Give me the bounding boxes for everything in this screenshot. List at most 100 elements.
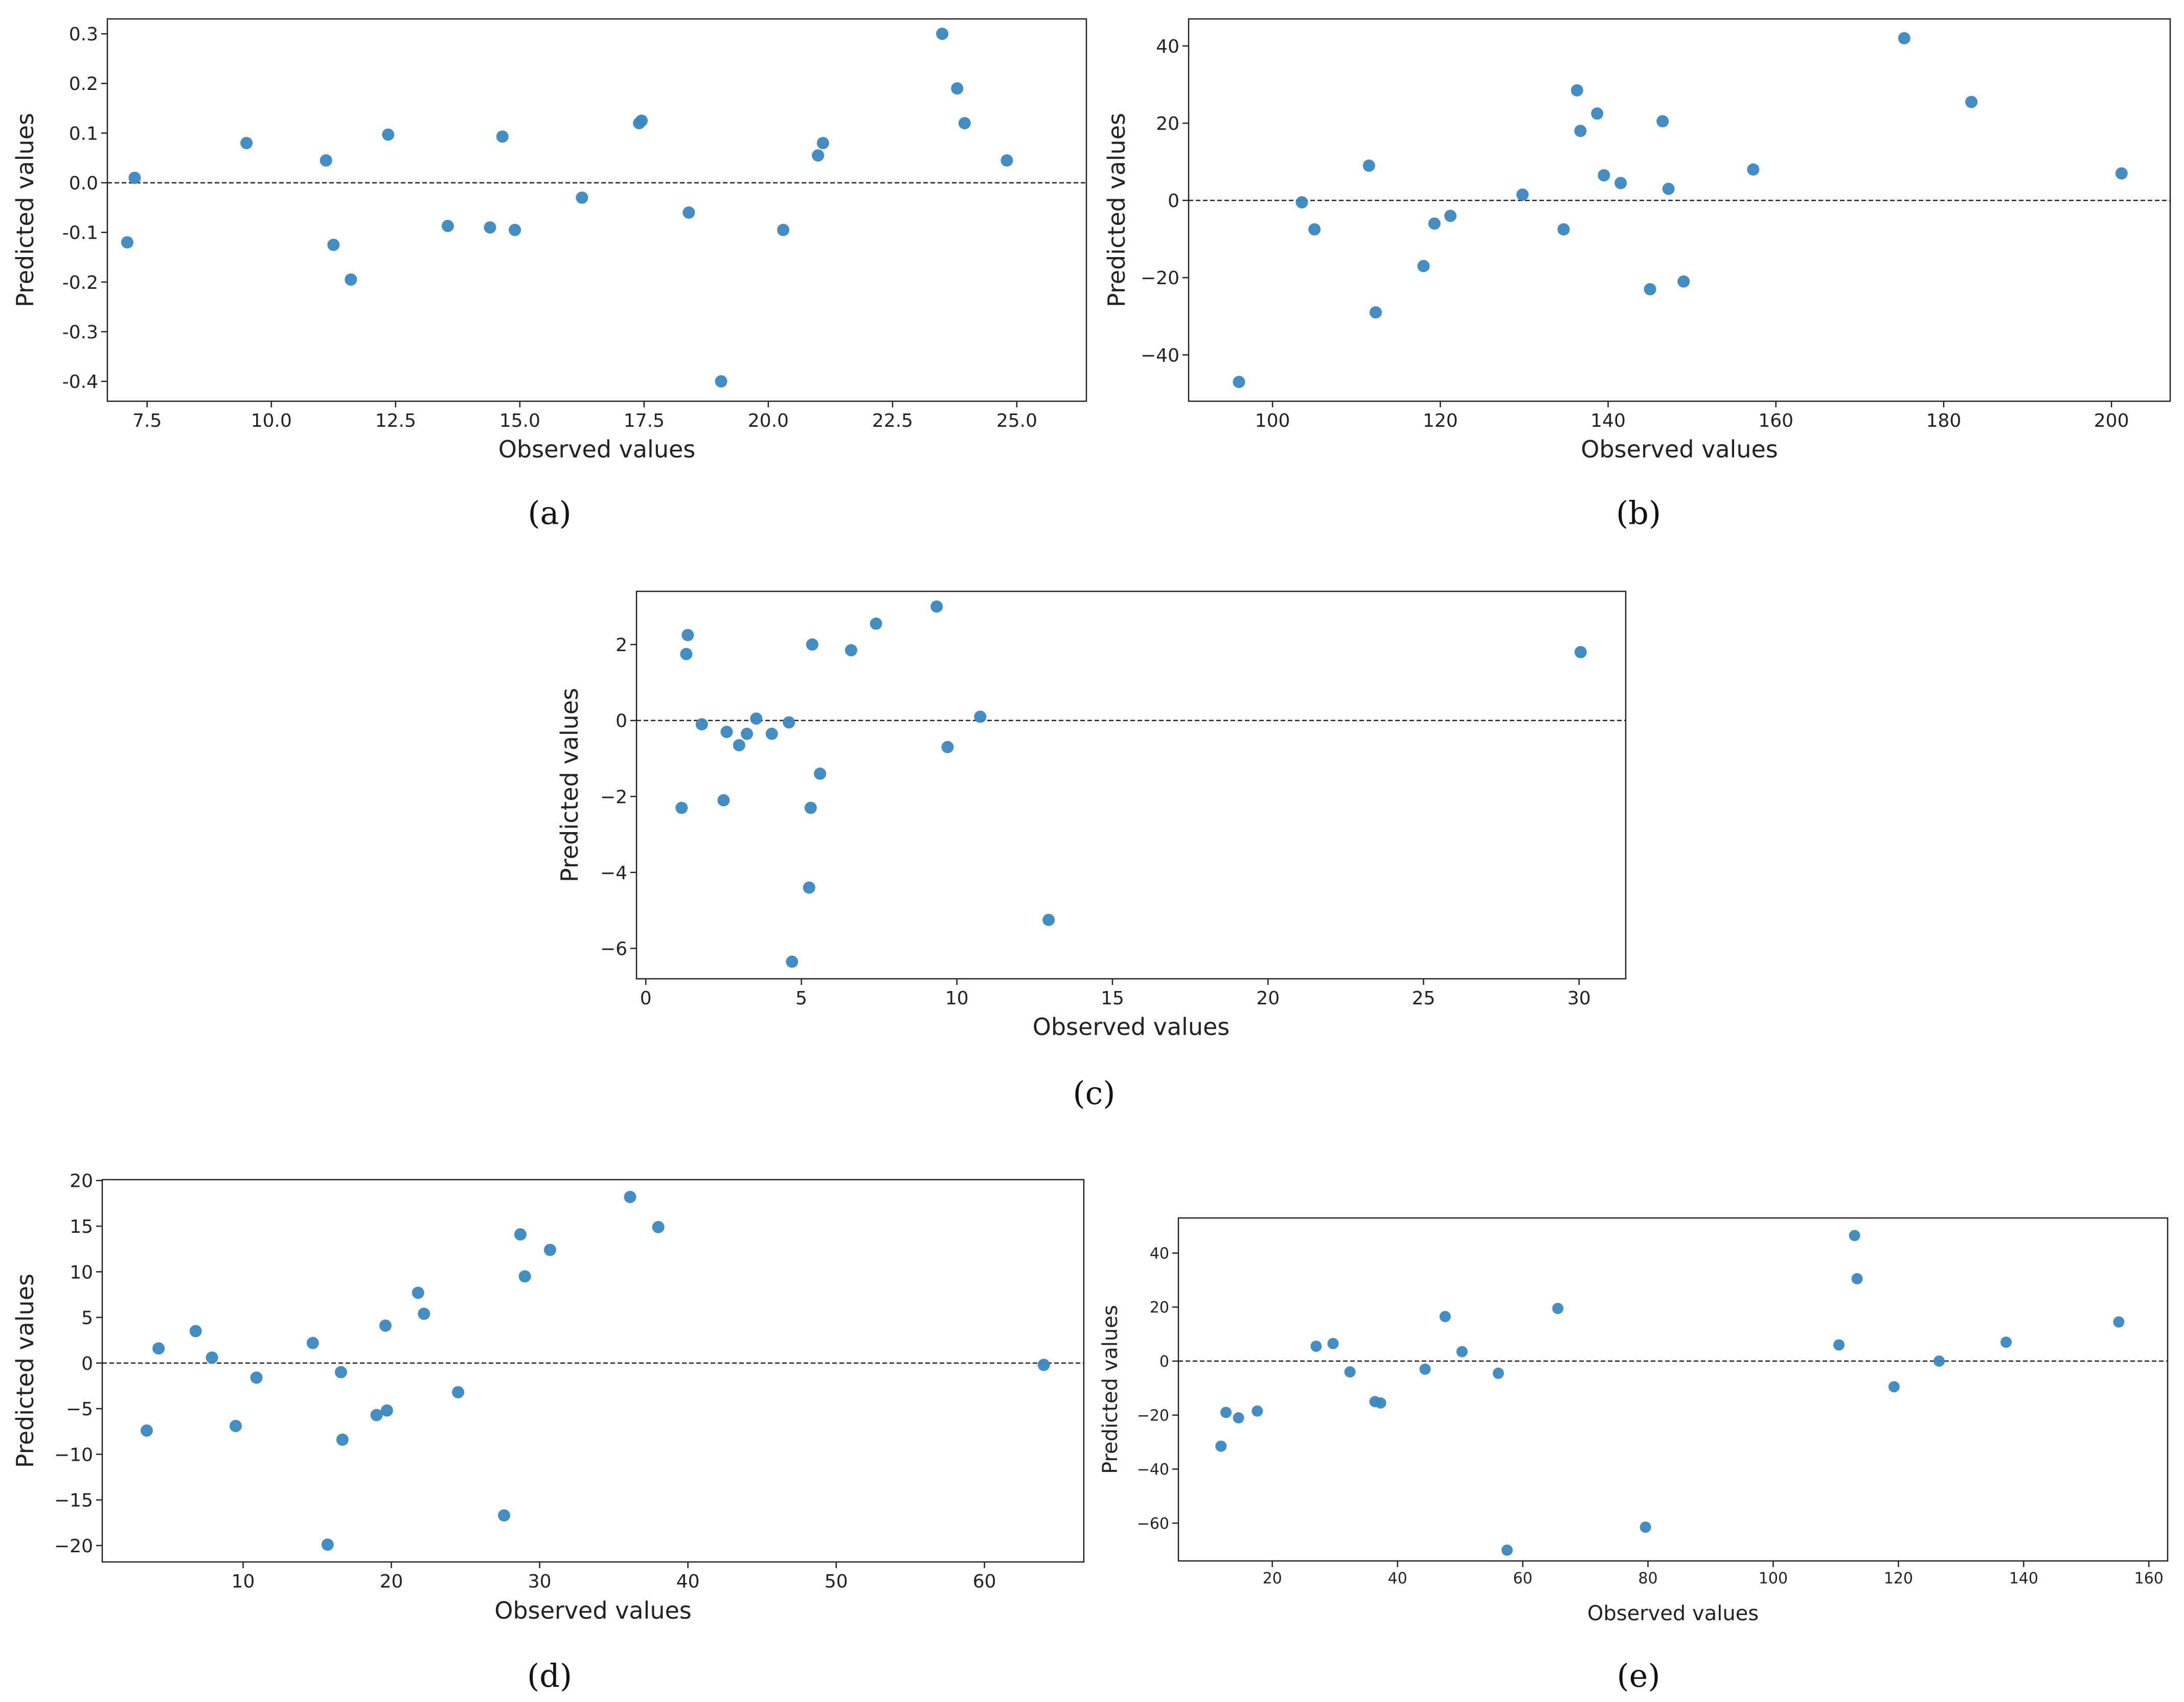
- data-point: [870, 617, 882, 630]
- data-point: [496, 130, 509, 143]
- data-point: [1417, 260, 1430, 272]
- data-point: [576, 191, 588, 204]
- x-axis-label: Observed values: [1587, 1602, 1759, 1625]
- data-point: [958, 117, 971, 129]
- data-point: [484, 221, 496, 234]
- y-axis-label: Predicted values: [1099, 1305, 1122, 1474]
- data-point: [806, 638, 818, 651]
- data-point: [509, 223, 521, 236]
- data-point: [1233, 376, 1245, 388]
- data-point: [141, 1424, 153, 1437]
- data-point: [715, 375, 727, 388]
- plot-frame: [635, 590, 1627, 980]
- plot-frame: [1177, 1217, 2169, 1562]
- data-point: [804, 801, 817, 814]
- y-tick-label: -0.2: [62, 272, 98, 293]
- subfigure-caption: (b): [1616, 494, 1661, 532]
- x-tick-label: 30: [1567, 988, 1591, 1009]
- data-point: [152, 1342, 165, 1355]
- y-tick-label: 0: [1159, 1353, 1169, 1371]
- data-point: [128, 171, 141, 184]
- data-point: [412, 1286, 424, 1299]
- data-point: [441, 220, 454, 233]
- data-point: [1492, 1367, 1504, 1379]
- subfigure-caption: (c): [1073, 1074, 1115, 1112]
- x-tick-label: 10.0: [251, 410, 292, 431]
- subfigure-caption: (d): [527, 1657, 572, 1694]
- x-tick-label: 7.5: [132, 410, 162, 431]
- data-point: [1000, 154, 1013, 167]
- data-point: [306, 1337, 319, 1349]
- data-point: [777, 223, 790, 236]
- data-point: [514, 1228, 527, 1241]
- data-point: [936, 28, 949, 40]
- x-axis-label: Observed values: [494, 1597, 692, 1624]
- data-point: [250, 1371, 263, 1384]
- y-tick-label: −2: [600, 787, 627, 808]
- data-point: [814, 767, 827, 780]
- data-point: [1295, 196, 1308, 209]
- data-point: [1933, 1355, 1945, 1367]
- x-tick-label: 30: [528, 1571, 552, 1592]
- y-tick-label: −20: [54, 1536, 93, 1557]
- data-point: [783, 716, 795, 729]
- data-point: [974, 710, 987, 723]
- chart-panel-1: 100 120 140 160 180 200 −40 −20 0 20 40 Observed va…: [1103, 18, 2171, 532]
- x-tick-label: 100: [1255, 410, 1290, 431]
- y-tick-label: −6: [600, 939, 627, 960]
- x-tick-label: 200: [2094, 410, 2129, 431]
- y-tick-label: 0: [616, 711, 627, 732]
- data-point: [1037, 1359, 1050, 1371]
- x-tick-label: 160: [2134, 1570, 2164, 1588]
- x-tick-label: 120: [1884, 1570, 1913, 1588]
- data-point: [803, 881, 815, 894]
- data-point: [816, 136, 829, 149]
- data-point: [452, 1386, 465, 1398]
- x-tick-label: 160: [1758, 410, 1793, 431]
- y-tick-label: −10: [54, 1444, 93, 1465]
- data-point: [334, 1366, 347, 1378]
- y-axis-label: Predicted values: [556, 688, 583, 882]
- y-axis-label: Predicted values: [11, 113, 39, 307]
- y-tick-label: −15: [54, 1490, 93, 1511]
- data-point: [1598, 169, 1610, 181]
- y-tick-label: −5: [66, 1399, 93, 1420]
- data-point: [1965, 96, 1978, 108]
- data-point: [930, 600, 943, 613]
- data-point: [1375, 1397, 1386, 1409]
- x-tick-label: 12.5: [375, 410, 416, 431]
- data-point: [2000, 1337, 2012, 1348]
- y-tick-label: 0: [81, 1353, 93, 1374]
- data-point: [1327, 1338, 1339, 1349]
- x-tick-label: 20: [1256, 988, 1280, 1009]
- x-tick-label: 20: [1263, 1570, 1282, 1588]
- x-tick-label: 50: [825, 1571, 848, 1592]
- data-point: [206, 1351, 218, 1364]
- y-tick-label: −20: [1137, 1407, 1169, 1424]
- data-point: [1310, 1340, 1322, 1352]
- x-tick-label: 0: [640, 988, 652, 1009]
- data-point: [680, 648, 693, 660]
- data-point: [720, 725, 733, 738]
- data-point: [717, 794, 730, 807]
- data-point: [1344, 1366, 1356, 1378]
- data-point: [1640, 1521, 1651, 1533]
- data-point: [418, 1307, 430, 1320]
- plot-frame: [101, 1179, 1085, 1563]
- y-tick-label: 20: [70, 1171, 93, 1192]
- data-point: [379, 1319, 392, 1332]
- data-point: [518, 1270, 531, 1283]
- y-tick-label: 5: [81, 1308, 93, 1329]
- data-point: [240, 136, 253, 149]
- x-axis-label: Observed values: [1033, 1013, 1230, 1041]
- data-point: [1444, 210, 1457, 222]
- y-tick-label: -0.4: [62, 372, 98, 393]
- data-point: [370, 1409, 383, 1421]
- data-point: [624, 1190, 636, 1203]
- x-tick-label: 140: [2009, 1570, 2038, 1588]
- y-tick-label: 0: [1168, 191, 1179, 212]
- x-tick-label: 15.0: [499, 410, 540, 431]
- chart-panel-0: 7.5 10.0 12.5 15.0 17.5 20.0 22.5 25.0 -0.4 -0.3 -…: [11, 18, 1087, 532]
- chart-panel-2: 0 5 10 15 20 25 30 −6 −4 −2 0 2 Observed values Predi…: [556, 590, 1627, 1112]
